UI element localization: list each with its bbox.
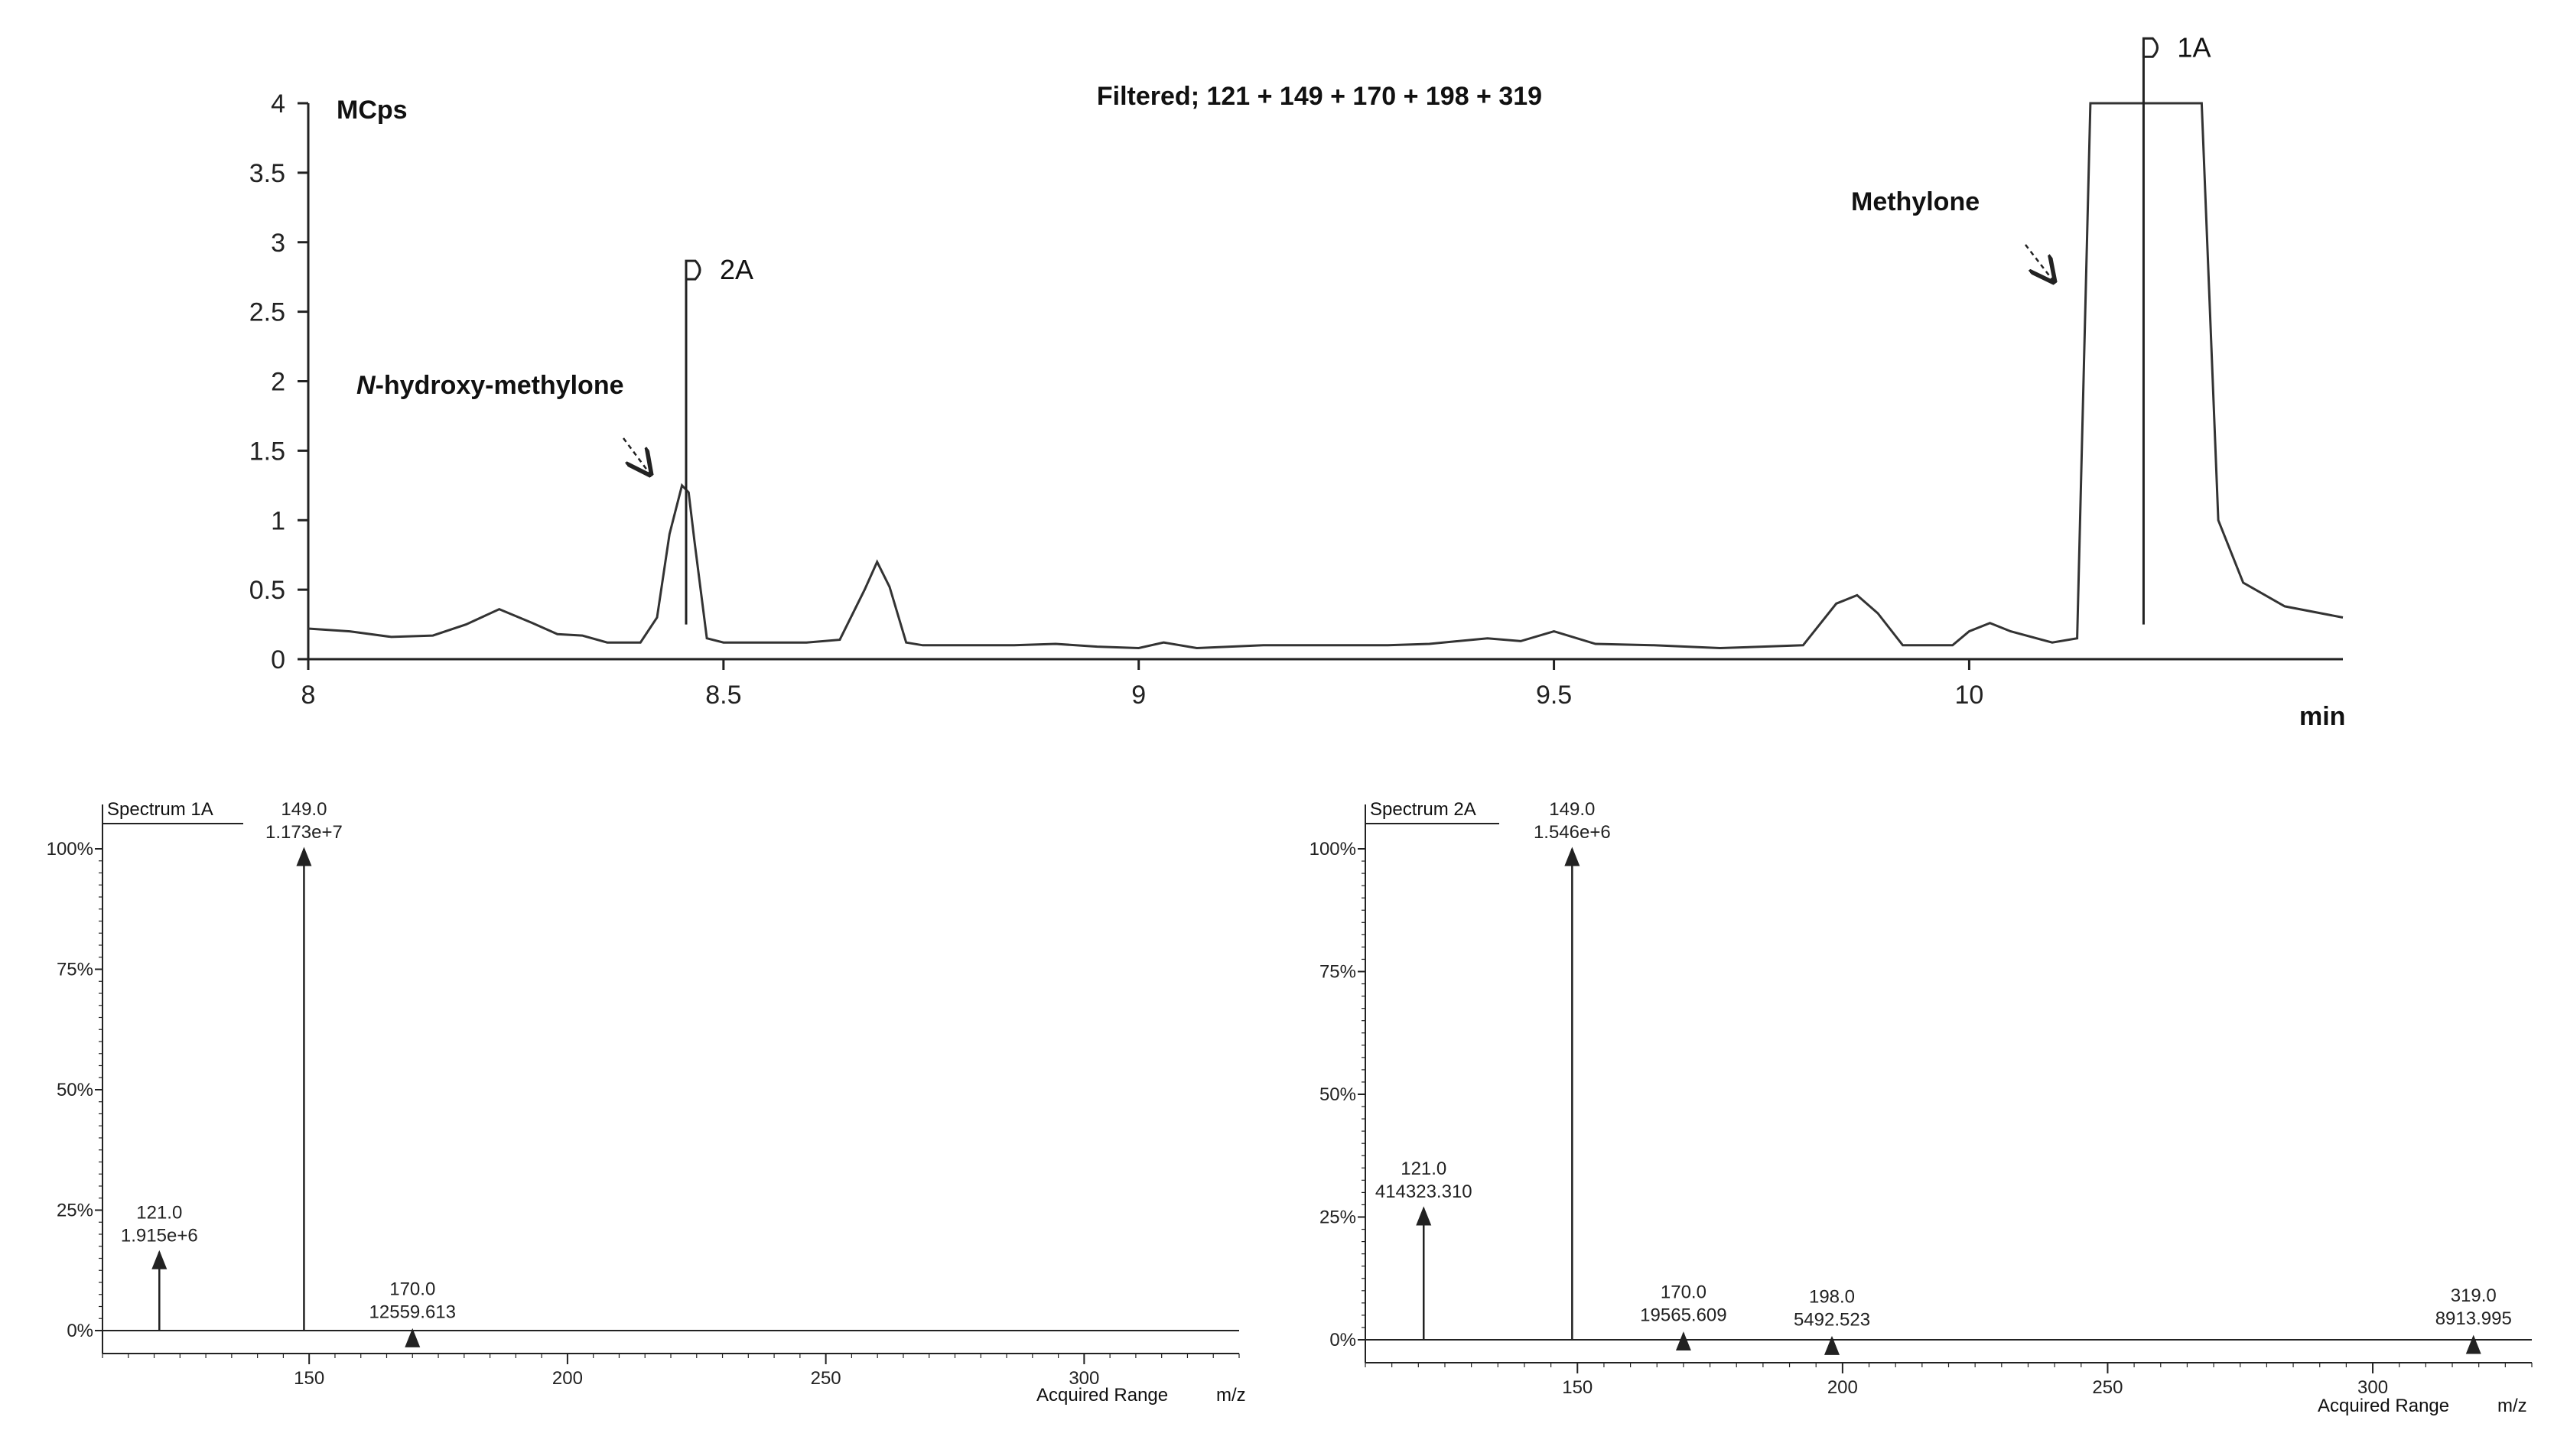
annotation-arrow-n-hydroxy — [622, 437, 650, 474]
spectrum-peak-intensity-label: 12559.613 — [369, 1302, 456, 1322]
spectrum-peak-mz-label: 170.0 — [1661, 1282, 1706, 1303]
spectrum-peak-mz-label: 198.0 — [1809, 1286, 1855, 1307]
spectrum-peak-intensity-label: 414323.310 — [1375, 1181, 1472, 1202]
spectrum-1A-title: Spectrum 1A — [107, 799, 213, 820]
spectrum-peak-intensity-label: 1.173e+7 — [265, 822, 343, 843]
chromatogram-x-tick-label: 9.5 — [1536, 681, 1572, 710]
chromatogram-x-tick-label: 9 — [1131, 681, 1146, 710]
spectrum-x-tick-label: 250 — [811, 1368, 841, 1389]
spectrum-1A-x-unit: m/z — [1216, 1385, 1246, 1406]
spectrum-peak-intensity-label: 8913.995 — [2435, 1308, 2512, 1329]
chromatogram-y-tick-label: 0.5 — [249, 576, 285, 605]
spectrum-peak-intensity-label: 1.546e+6 — [1534, 822, 1611, 843]
annotation-methylone: Methylone — [1851, 187, 1980, 216]
chromatogram-y-tick-label: 2.5 — [249, 298, 285, 327]
spectrum-y-tick-label: 0% — [67, 1321, 93, 1341]
chromatogram-trace — [307, 102, 2344, 650]
spectrum-peak-mz-label: 121.0 — [1401, 1159, 1446, 1179]
spectrum-x-tick-label: 300 — [2357, 1377, 2388, 1398]
annotation-arrow-methylone — [2025, 244, 2054, 281]
chromatogram-y-unit: MCps — [337, 96, 408, 125]
spectrum-x-tick-label: 250 — [2092, 1377, 2123, 1398]
spectrum-y-tick-label: 25% — [1319, 1207, 1356, 1228]
chromatogram-y-tick-label: 0 — [271, 645, 285, 674]
peak-marker-2A: 2A — [685, 254, 753, 625]
spectrum-peak-intensity-label: 1.915e+6 — [121, 1225, 198, 1246]
peak-marker-2A-label: 2A — [720, 254, 753, 285]
spectrum-peak-intensity-label: 5492.523 — [1794, 1309, 1870, 1330]
spectrum-y-tick-label: 100% — [1310, 839, 1356, 860]
spectrum-y-tick-label: 75% — [1319, 962, 1356, 983]
spectrum-y-tick-label: 25% — [57, 1201, 93, 1221]
chromatogram-y-tick-label: 3.5 — [249, 159, 285, 188]
peak-marker-1A-label: 1A — [2177, 31, 2211, 63]
spectrum-1A-range-label: Acquired Range — [1036, 1385, 1168, 1406]
spectrum-2A-title: Spectrum 2A — [1370, 799, 1476, 820]
spectrum-y-tick-label: 50% — [57, 1080, 93, 1100]
annotation-n-hydroxy-methylone: N-hydroxy-methylone — [356, 371, 624, 400]
chromatogram-y-tick-label: 1 — [271, 506, 285, 535]
spectrum-y-tick-label: 50% — [1319, 1084, 1356, 1105]
spectrum-y-tick-label: 100% — [47, 839, 93, 860]
spectrum-peak-mz-label: 149.0 — [1549, 799, 1595, 820]
spectrum-2A-x-unit: m/z — [2497, 1396, 2527, 1416]
chromatogram-y-tick-label: 2 — [271, 368, 285, 397]
chromatogram-y-tick-label: 1.5 — [249, 437, 285, 466]
spectrum-2A-range-label: Acquired Range — [2318, 1396, 2449, 1416]
spectrum-x-tick-label: 150 — [294, 1368, 324, 1389]
spectrum-x-tick-label: 200 — [1827, 1377, 1858, 1398]
spectrum-1A-panel: Spectrum 1A 0%25%50%75%100%150 200 250 300 … — [47, 799, 1246, 1406]
spectrum-x-tick-label: 150 — [1562, 1377, 1593, 1398]
spectrum-peak-mz-label: 170.0 — [389, 1279, 435, 1299]
chromatogram-x-tick-label: 8.5 — [705, 681, 741, 710]
spectrum-peak-mz-label: 149.0 — [281, 799, 327, 820]
chromatogram-y-tick-label: 4 — [271, 89, 285, 119]
chromatogram-y-tick-label: 3 — [271, 229, 285, 258]
spectrum-y-tick-label: 0% — [1329, 1330, 1356, 1350]
spectrum-x-tick-label: 200 — [552, 1368, 583, 1389]
spectrum-2A-panel: Spectrum 2A 0%25%50%75%100%150 200 250 300 … — [1310, 799, 2533, 1416]
peak-marker-1A: 1A — [2142, 31, 2211, 625]
chromatogram-panel: Filtered; 121 + 149 + 170 + 198 + 319 MC… — [249, 31, 2346, 731]
spectrum-peak-mz-label: 319.0 — [2451, 1285, 2497, 1306]
spectrum-peak-mz-label: 121.0 — [136, 1202, 182, 1223]
chromatogram-title: Filtered; 121 + 149 + 170 + 198 + 319 — [1097, 82, 1542, 111]
spectrum-x-tick-label: 300 — [1069, 1368, 1099, 1389]
spectrum-peak-intensity-label: 19565.609 — [1640, 1305, 1726, 1326]
spectrum-y-tick-label: 75% — [57, 960, 93, 980]
annotation-italic-N: N — [356, 371, 376, 400]
chromatogram-x-tick-label: 8 — [301, 681, 316, 710]
chromatogram-x-unit: min — [2299, 702, 2345, 731]
annotation-rest: -hydroxy-methylone — [376, 371, 624, 400]
chromatogram-x-tick-label: 10 — [1955, 681, 1984, 710]
